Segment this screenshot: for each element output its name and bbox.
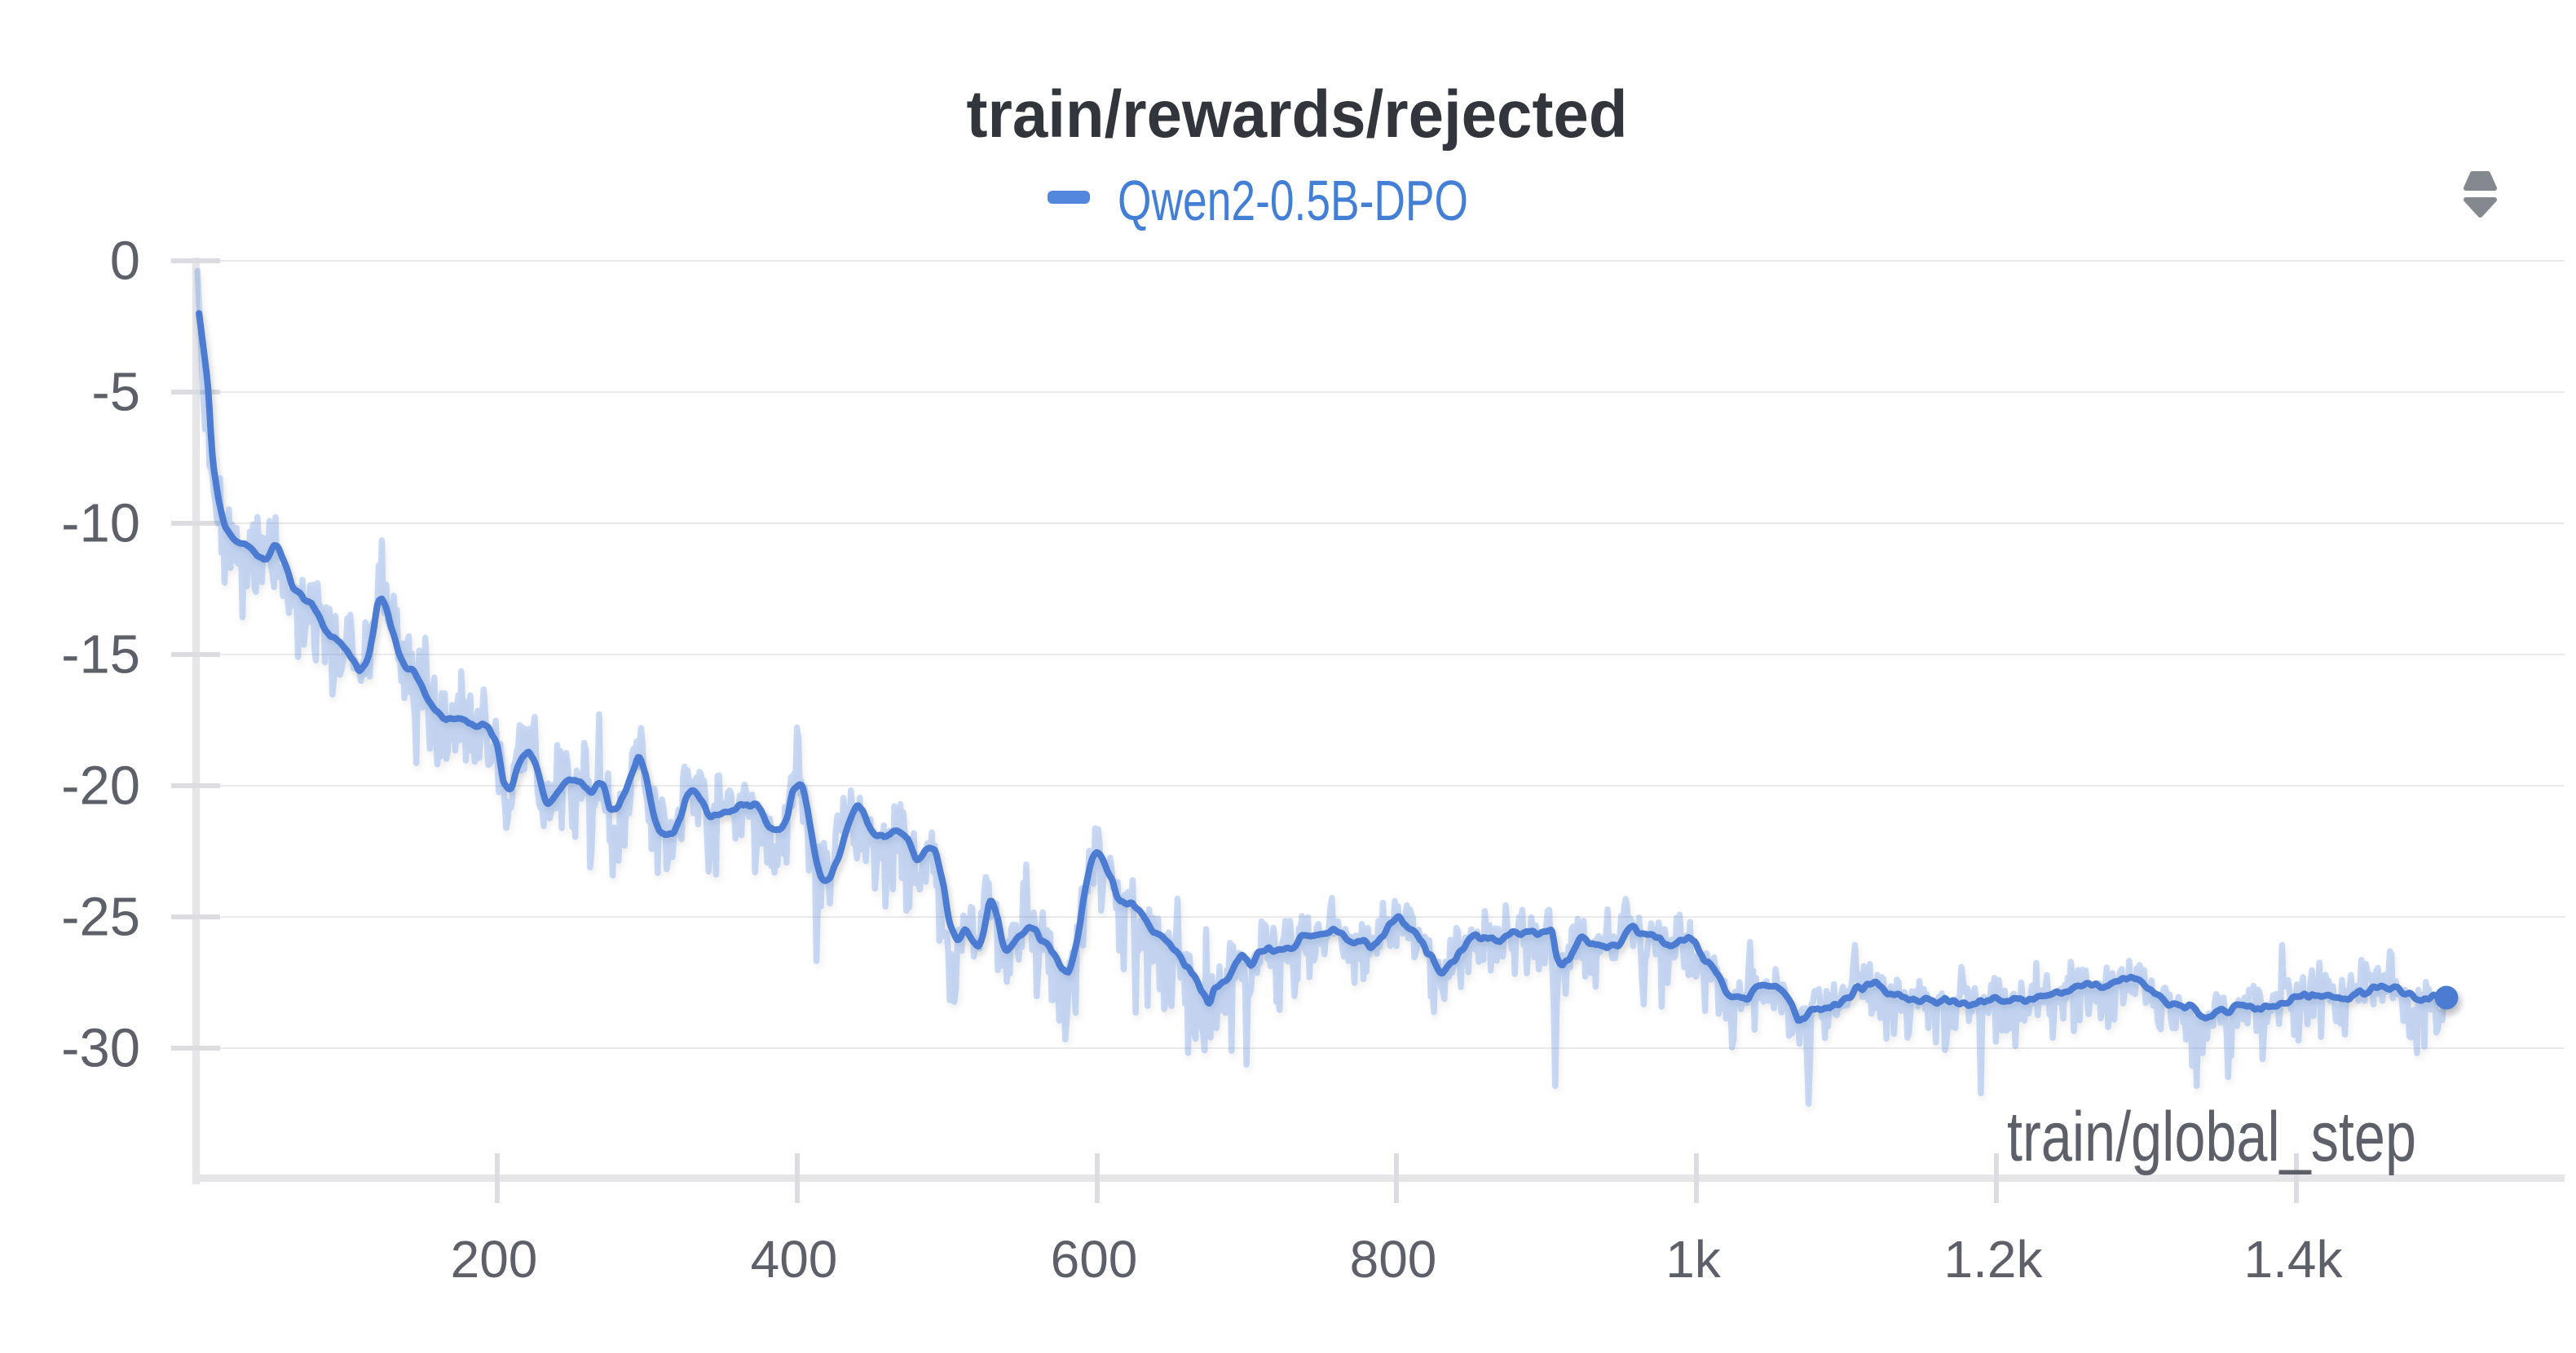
svg-text:1.2k: 1.2k [1944, 1230, 2044, 1289]
svg-text:-20: -20 [61, 756, 140, 817]
svg-text:600: 600 [1051, 1230, 1138, 1289]
svg-text:800: 800 [1350, 1230, 1437, 1289]
svg-text:-10: -10 [61, 493, 140, 554]
svg-text:-25: -25 [61, 887, 140, 948]
svg-text:0: 0 [110, 231, 140, 292]
svg-text:200: 200 [451, 1230, 538, 1289]
svg-text:train/global_step: train/global_step [2007, 1098, 2416, 1176]
svg-text:1.4k: 1.4k [2244, 1230, 2344, 1289]
svg-text:400: 400 [751, 1230, 838, 1289]
svg-text:train/rewards/rejected: train/rewards/rejected [967, 77, 1628, 152]
svg-text:-5: -5 [91, 362, 140, 423]
svg-text:Qwen2-0.5B-DPO: Qwen2-0.5B-DPO [1118, 169, 1468, 232]
svg-text:-30: -30 [61, 1018, 140, 1079]
svg-text:-15: -15 [61, 624, 140, 685]
svg-text:1k: 1k [1665, 1230, 1722, 1289]
